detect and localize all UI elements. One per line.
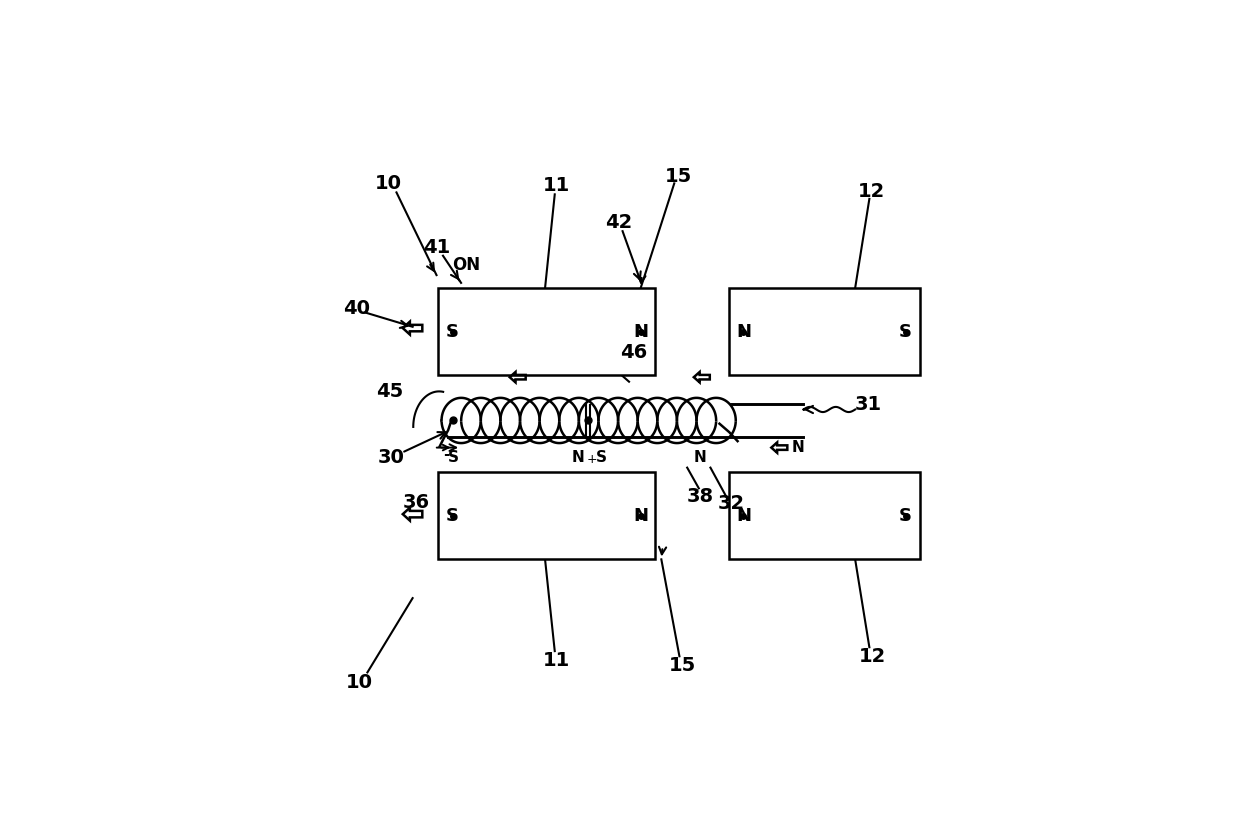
Bar [729, 288, 920, 375]
Text: S: S [596, 450, 608, 465]
Text: 46: 46 [620, 343, 647, 362]
Text: S: S [446, 507, 459, 524]
Bar [439, 472, 655, 560]
Text: 11: 11 [543, 650, 570, 670]
Text: 40: 40 [343, 300, 370, 318]
Bar [729, 472, 920, 560]
Text: N: N [735, 323, 751, 341]
Text: 32: 32 [718, 494, 745, 513]
Text: 15: 15 [668, 656, 696, 675]
Text: S: S [899, 507, 913, 524]
Text: 42: 42 [605, 212, 632, 232]
Text: 12: 12 [858, 181, 885, 201]
Text: N: N [572, 450, 585, 465]
Text: N: N [634, 323, 649, 341]
Text: 41: 41 [423, 238, 450, 258]
Text: 12: 12 [858, 647, 885, 666]
Text: -: - [444, 449, 449, 463]
Text: ON: ON [453, 257, 480, 274]
Text: 38: 38 [687, 487, 714, 506]
Text: 36: 36 [402, 493, 429, 512]
Text: 31: 31 [854, 395, 882, 414]
Text: N: N [693, 450, 707, 465]
Text: 10: 10 [346, 673, 372, 691]
Text: 15: 15 [665, 168, 692, 186]
Text: S: S [446, 323, 459, 341]
Text: -: - [443, 446, 449, 461]
Text: N: N [792, 440, 805, 455]
Text: N: N [735, 507, 751, 524]
Text: N: N [634, 507, 649, 524]
Bar [439, 288, 655, 375]
Text: S: S [899, 323, 913, 341]
Text: 11: 11 [543, 176, 570, 195]
Text: 45: 45 [377, 382, 404, 401]
Text: 30: 30 [378, 448, 404, 466]
Text: 10: 10 [376, 174, 402, 193]
Text: S: S [448, 450, 459, 465]
Text: +: + [587, 453, 598, 466]
